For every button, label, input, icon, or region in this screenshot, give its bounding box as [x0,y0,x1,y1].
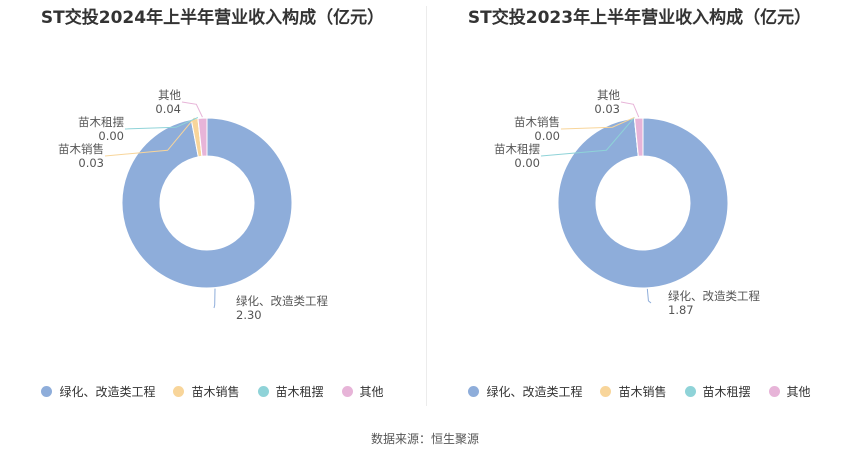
slice-0[interactable] [121,117,293,289]
leader-line [560,116,635,130]
legend-item[interactable]: 绿化、改造类工程 [468,383,582,400]
legend-item[interactable]: 其他 [768,383,811,400]
chart-title: ST交投2023年上半年营业收入构成（亿元） [467,8,812,28]
leader-line [104,117,195,157]
slice-label: 苗木销售 [58,142,104,156]
legend-marker-icon [341,386,353,397]
slice-label: 其他 [597,88,620,102]
slice-label: 绿化、改造类工程 [236,294,328,308]
legend: 绿化、改造类工程 苗木销售 苗木租摆 其他 [427,383,850,400]
leader-line [213,288,216,309]
leader-line [181,101,203,118]
legend-item[interactable]: 绿化、改造类工程 [41,383,155,400]
slice-0[interactable] [557,117,729,289]
slice-label: 其他 [158,88,181,102]
legend-label: 其他 [786,385,811,399]
slice-value-label: 0.00 [98,129,124,143]
legend-label: 苗木租摆 [275,385,324,399]
legend-item[interactable]: 苗木租摆 [257,383,324,400]
legend-item[interactable]: 苗木租摆 [684,383,751,400]
panel-divider [426,6,427,406]
chart-panel-2023: ST交投2023年上半年营业收入构成（亿元） 绿化、改造类工程 1.87 苗木租摆 0… [427,0,850,420]
slice-value-label: 0.00 [514,156,540,170]
slice-value-label: 0.03 [78,156,104,170]
slice-3[interactable] [634,117,644,157]
leader-line [646,288,652,304]
legend-marker-icon [41,386,53,397]
legend-label: 其他 [359,385,384,399]
slice-value-label: 2.30 [236,308,262,322]
legend-label: 苗木销售 [191,385,240,399]
legend-marker-icon [468,386,480,397]
leader-line [620,101,640,118]
legend-item[interactable]: 其他 [341,383,384,400]
legend-item[interactable]: 苗木销售 [173,383,240,400]
legend-label: 苗木租摆 [702,385,751,399]
slice-value-label: 0.03 [594,102,620,116]
leader-line [540,117,635,157]
slice-label: 绿化、改造类工程 [668,289,760,303]
legend-label: 绿化、改造类工程 [486,385,583,399]
slice-label: 苗木销售 [514,115,560,129]
legend-marker-icon [768,386,780,397]
slice-value-label: 1.87 [668,303,694,317]
slice-value-label: 0.04 [155,102,181,116]
legend-marker-icon [684,386,696,397]
legend-marker-icon [257,386,269,397]
legend: 绿化、改造类工程 苗木销售 苗木租摆 其他 [0,383,425,400]
legend-marker-icon [173,386,185,397]
slice-value-label: 0.00 [534,129,560,143]
slice-label: 苗木租摆 [78,115,124,129]
legend-item[interactable]: 苗木销售 [600,383,667,400]
slice-label: 苗木租摆 [494,142,540,156]
legend-label: 苗木销售 [618,385,667,399]
chart-title: ST交投2024年上半年营业收入构成（亿元） [40,8,385,28]
data-source: 数据来源：恒生聚源 [370,432,479,446]
slice-3[interactable] [197,117,208,157]
legend-marker-icon [600,386,612,397]
leader-line [124,117,199,130]
legend-label: 绿化、改造类工程 [59,385,156,399]
chart-panel-2024: ST交投2024年上半年营业收入构成（亿元） 绿化、改造类工程 2.30 苗木销售 0… [0,0,425,420]
